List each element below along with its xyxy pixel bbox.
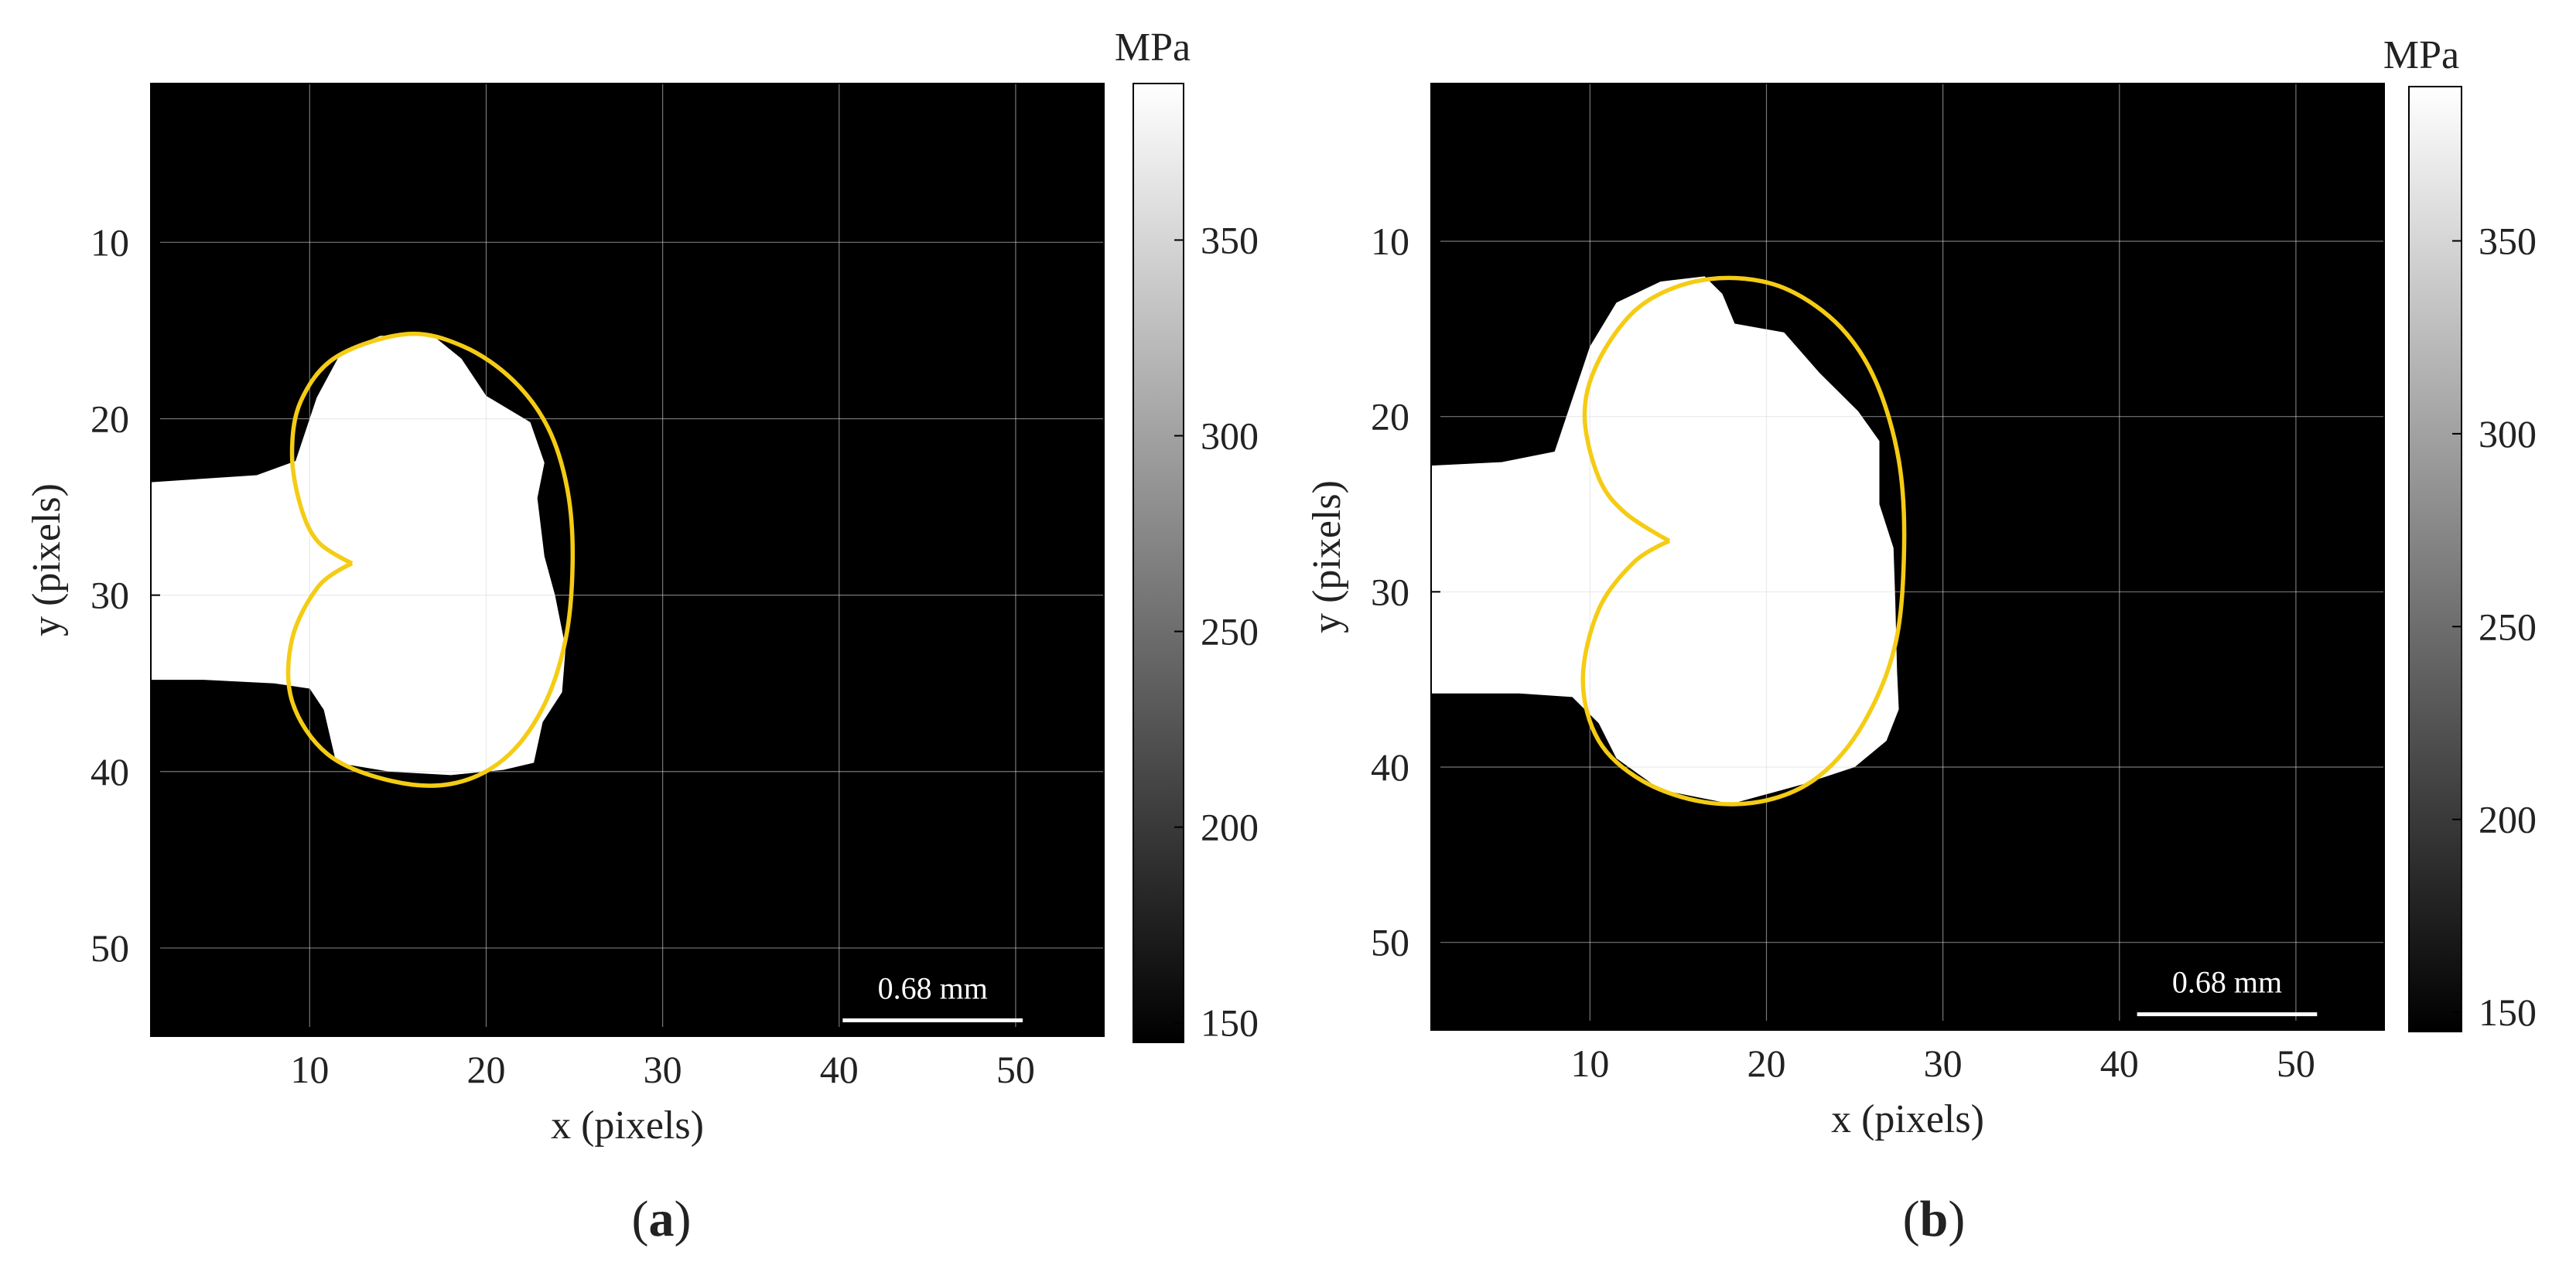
colorbar-tick-label: 350: [2479, 220, 2537, 263]
panel-label: (b): [1903, 1191, 1966, 1247]
y-tick-label: 20: [1371, 395, 1409, 438]
colorbar-unit-label: MPa: [1115, 26, 1191, 70]
x-tick-label: 20: [1747, 1042, 1785, 1085]
plot-frame: [1430, 83, 2385, 1031]
x-tick-label: 40: [820, 1048, 859, 1091]
panel-b: 0.68 mm 10 20 30 40 50 10 20 30 40 50 x (pixels) y (…: [1305, 33, 2537, 1247]
colorbar-tick-label: 250: [2479, 605, 2537, 648]
y-tick-label: 40: [91, 750, 129, 793]
x-tick-label: 50: [2277, 1042, 2315, 1085]
colorbar-tick-label: 150: [2479, 991, 2537, 1034]
x-tick-label: 20: [466, 1048, 505, 1091]
x-tick-label: 10: [290, 1048, 329, 1091]
y-tick-label: 30: [91, 574, 129, 617]
colorbar-tick-label: 300: [2479, 412, 2537, 455]
x-tick-label: 30: [1924, 1042, 1963, 1085]
y-tick-label: 10: [1371, 220, 1409, 263]
x-axis-label: x (pixels): [551, 1103, 704, 1148]
panel-a: 0.68 mm 10 20 30 40 50 10 20 30 40 50 x (pixels) y (…: [25, 26, 1259, 1247]
y-tick-label: 40: [1371, 745, 1409, 789]
x-tick-label: 30: [644, 1048, 682, 1091]
plastic-zone-region: [151, 336, 566, 776]
y-axis-label: y (pixels): [25, 483, 69, 636]
scale-bar-label: 0.68 mm: [2172, 965, 2282, 1000]
y-tick-label: 50: [91, 926, 129, 970]
colorbar-tick-label: 200: [2479, 798, 2537, 841]
plot-content: 0.68 mm: [151, 84, 1104, 1036]
plot-frame: [150, 83, 1105, 1037]
y-tick-label: 30: [1371, 570, 1409, 613]
x-tick-label: 50: [996, 1048, 1035, 1091]
colorbar: [2408, 86, 2462, 1032]
colorbar-tick-label: 250: [1201, 610, 1259, 653]
colorbar-unit-label: MPa: [2383, 33, 2459, 77]
colorbar: [1133, 83, 1184, 1043]
colorbar-tick-label: 200: [1201, 806, 1259, 849]
scale-bar-label: 0.68 mm: [878, 970, 988, 1005]
colorbar-tick-label: 350: [1201, 218, 1259, 261]
x-tick-label: 10: [1570, 1042, 1609, 1085]
colorbar-tick-label: 300: [1201, 414, 1259, 458]
y-axis-label: y (pixels): [1305, 480, 1349, 633]
plot-content: 0.68 mm: [1431, 84, 2384, 1030]
y-tick-label: 50: [1371, 921, 1409, 964]
y-tick-label: 20: [91, 397, 129, 440]
x-tick-label: 40: [2100, 1042, 2139, 1085]
panel-label: (a): [632, 1191, 692, 1247]
plastic-zone-boundary: [285, 331, 576, 788]
colorbar-tick-label: 150: [1201, 1001, 1259, 1045]
plastic-zone-boundary: [1580, 275, 1907, 807]
y-tick-label: 10: [91, 220, 129, 264]
x-axis-label: x (pixels): [1831, 1097, 1984, 1141]
